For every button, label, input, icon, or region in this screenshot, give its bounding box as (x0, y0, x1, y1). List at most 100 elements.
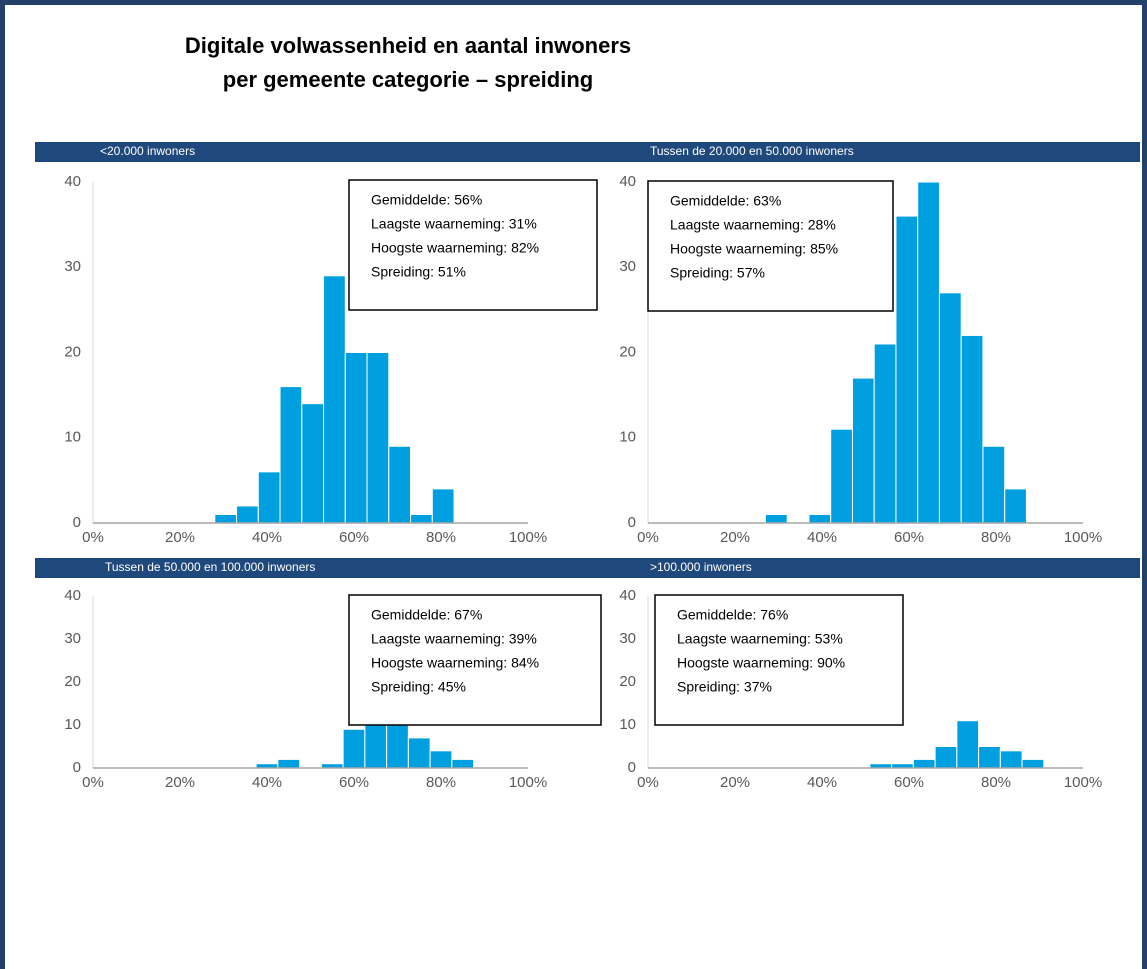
stats-line: Laagste waarneming: 28% (670, 217, 836, 233)
x-tick-label: 40% (252, 529, 282, 546)
y-tick-label: 20 (619, 343, 636, 360)
bar (364, 724, 388, 769)
y-tick-label: 30 (64, 630, 81, 647)
y-tick-label: 10 (64, 716, 81, 733)
x-tick-label: 100% (509, 529, 547, 546)
bar (277, 758, 301, 769)
stats-box (647, 180, 894, 312)
y-tick-label: 30 (619, 258, 636, 275)
y-tick-label: 40 (619, 587, 636, 604)
bar (344, 352, 368, 524)
stats-line: Hoogste waarneming: 84% (371, 655, 539, 671)
bar (407, 737, 431, 769)
bar (366, 352, 390, 524)
stats-line: Gemiddelde: 56% (371, 192, 482, 208)
x-tick-label: 100% (1064, 774, 1102, 791)
x-tick-label: 0% (82, 774, 104, 791)
y-tick-label: 0 (628, 514, 636, 531)
y-tick-label: 10 (64, 429, 81, 446)
bar (1004, 488, 1027, 524)
y-tick-label: 30 (64, 258, 81, 275)
header-strip (35, 558, 1140, 578)
panel-title: Tussen de 50.000 en 100.000 inwoners (105, 560, 315, 574)
title-line: Digitale volwassenheid en aantal inwoner… (185, 33, 631, 58)
stats-box (348, 179, 598, 311)
bar (431, 488, 455, 524)
panel-title: <20.000 inwoners (100, 144, 195, 158)
bar (938, 292, 962, 524)
stats-line: Hoogste waarneming: 85% (670, 241, 838, 257)
bar (808, 513, 832, 524)
panel-title: >100.000 inwoners (650, 560, 752, 574)
title-line: per gemeente categorie – spreiding (223, 67, 593, 92)
stats-line: Hoogste waarneming: 82% (371, 240, 539, 256)
bar (999, 750, 1023, 769)
bar (451, 758, 475, 769)
bar (323, 275, 346, 524)
x-tick-label: 40% (252, 774, 282, 791)
x-tick-label: 60% (339, 774, 369, 791)
bar (956, 720, 980, 769)
y-tick-label: 40 (619, 173, 636, 190)
x-tick-label: 100% (1064, 529, 1102, 546)
bar (236, 505, 259, 524)
x-tick-label: 60% (894, 529, 924, 546)
x-tick-label: 0% (637, 774, 659, 791)
y-tick-label: 20 (64, 673, 81, 690)
x-tick-label: 40% (807, 774, 837, 791)
bar (978, 746, 1001, 769)
bar (301, 403, 325, 524)
stats-line: Gemiddelde: 63% (670, 193, 781, 209)
stats-line: Spreiding: 37% (677, 679, 772, 695)
bar (429, 750, 453, 769)
y-tick-label: 20 (619, 673, 636, 690)
bar (388, 445, 412, 524)
stats-line: Spreiding: 45% (371, 679, 466, 695)
stats-line: Spreiding: 51% (371, 264, 466, 280)
x-tick-label: 20% (165, 529, 195, 546)
x-tick-label: 80% (426, 774, 456, 791)
x-tick-label: 20% (165, 774, 195, 791)
bar (895, 215, 919, 524)
stats-line: Laagste waarneming: 53% (677, 631, 843, 647)
x-tick-label: 80% (981, 529, 1011, 546)
bar (386, 724, 409, 769)
bar (214, 513, 238, 524)
bar (830, 428, 853, 524)
y-tick-label: 20 (64, 343, 81, 360)
x-tick-label: 100% (509, 774, 547, 791)
bar (934, 746, 958, 769)
stats-line: Gemiddelde: 67% (371, 607, 482, 623)
y-tick-label: 0 (73, 514, 81, 531)
bar (279, 386, 303, 524)
bar (257, 471, 281, 524)
x-tick-label: 20% (720, 529, 750, 546)
y-tick-label: 10 (619, 429, 636, 446)
y-tick-label: 30 (619, 630, 636, 647)
bar (982, 445, 1006, 524)
x-tick-label: 0% (637, 529, 659, 546)
x-tick-label: 60% (339, 529, 369, 546)
bar (342, 728, 366, 769)
x-tick-label: 40% (807, 529, 837, 546)
bar (873, 343, 897, 524)
stats-line: Laagste waarneming: 39% (371, 631, 537, 647)
bar (912, 758, 936, 769)
stats-line: Spreiding: 57% (670, 265, 765, 281)
stats-line: Hoogste waarneming: 90% (677, 655, 845, 671)
header-strip (35, 142, 1140, 162)
x-tick-label: 20% (720, 774, 750, 791)
bar (1021, 758, 1045, 769)
bar (960, 334, 984, 524)
y-tick-label: 10 (619, 716, 636, 733)
x-tick-label: 60% (894, 774, 924, 791)
stats-box (348, 594, 602, 726)
x-tick-label: 80% (426, 529, 456, 546)
bar (410, 513, 433, 524)
y-tick-label: 40 (64, 173, 81, 190)
panel-title: Tussen de 20.000 en 50.000 inwoners (650, 144, 854, 158)
bar (851, 377, 875, 524)
x-tick-label: 80% (981, 774, 1011, 791)
